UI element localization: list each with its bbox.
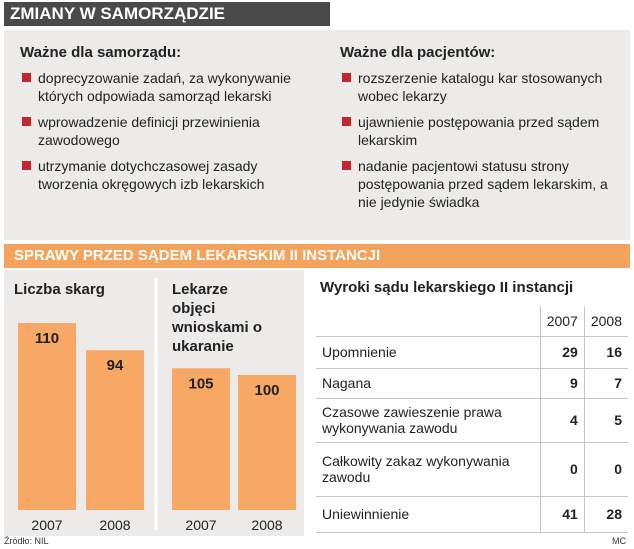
credit: MC: [612, 536, 626, 546]
column-header: 2007: [539, 306, 585, 337]
value-label: 100: [254, 382, 279, 399]
number-cell: 9: [539, 368, 585, 399]
row-label: Całkowity zakaz wykonywania zawodu: [316, 442, 541, 497]
row-label: Uniewinnienie: [316, 496, 541, 533]
table-row: Uniewinnienie 41 28: [316, 496, 628, 533]
number-cell: 4: [539, 398, 585, 443]
number-cell: 0: [539, 442, 585, 497]
bar: [86, 350, 144, 510]
table: 2007 2008 Upomnienie 29 16 Nagana 9 7 Czasowe za…: [316, 306, 628, 533]
table-row: Czasowe zawieszenie prawa wykonywania za…: [316, 398, 628, 443]
bar: [238, 375, 296, 510]
x-tick-label: 2008: [99, 517, 130, 533]
list-column: Ważne dla pacjentów: rozszerzenie katalog…: [340, 44, 630, 219]
source: Źródło: NIL: [4, 536, 49, 546]
value-label: 105: [188, 375, 213, 392]
row-label: Nagana: [316, 368, 541, 399]
row-label: Upomnienie: [316, 336, 541, 369]
section-title: SPRAWY PRZED SĄDEM LEKARSKIM II INSTANCJ…: [4, 244, 630, 268]
bar: [18, 323, 76, 510]
x-tick-label: 2007: [31, 517, 62, 533]
table-title: Wyroki sądu lekarskiego II instancji: [320, 279, 574, 296]
column-header: 2008: [583, 306, 628, 337]
x-tick-label: 2008: [251, 517, 282, 533]
number-cell: 0: [583, 442, 628, 497]
table-header: 2007 2008: [316, 306, 628, 337]
table-row: Upomnienie 29 16: [316, 336, 628, 369]
top-panel: [4, 30, 630, 240]
value-label: 110: [35, 330, 59, 347]
charts: 110 2007 94 2008 105 2007 100 2008: [4, 270, 304, 536]
table-row: Nagana 9 7: [316, 368, 628, 399]
number-cell: 16: [583, 336, 628, 369]
list-item: ujawnienie postępowania przed sądem leka…: [340, 113, 630, 149]
number-cell: 41: [539, 496, 585, 533]
list-item: doprecyzowanie zadań, za wykonywanie któ…: [20, 69, 310, 105]
number-cell: 29: [539, 336, 585, 369]
bar: [172, 368, 230, 510]
chart-title: Lekarze objęci wnioskami o ukaranie: [172, 281, 263, 355]
list-title: Ważne dla pacjentów:: [340, 44, 496, 61]
header-title: ZMIANY W SAMORZĄDZIE LEKARSKIM: [4, 2, 330, 47]
row-label: Czasowe zawieszenie prawa wykonywania za…: [316, 398, 541, 443]
list-item: rozszerzenie katalogu kar stosowanych wo…: [340, 69, 630, 105]
number-cell: 28: [583, 496, 628, 533]
value-label: 94: [107, 357, 124, 374]
cell: [316, 306, 541, 337]
x-tick-label: 2007: [185, 517, 216, 533]
list-item: utrzymanie dotychczasowej zasady tworzen…: [20, 157, 310, 193]
number-cell: 5: [583, 398, 628, 443]
chart-title: Liczba skarg: [14, 281, 105, 298]
number-cell: 7: [583, 368, 628, 399]
list-item: nadanie pacjentowi statusu strony postęp…: [340, 157, 630, 211]
table-row: Całkowity zakaz wykonywania zawodu 0 0: [316, 442, 628, 497]
list-item: wprowadzenie definicji przewinienia zawo…: [20, 113, 310, 149]
list-title: Ważne dla samorządu:: [20, 44, 182, 61]
list-column: Ważne dla samorządu: doprecyzowanie zadań…: [20, 44, 310, 201]
